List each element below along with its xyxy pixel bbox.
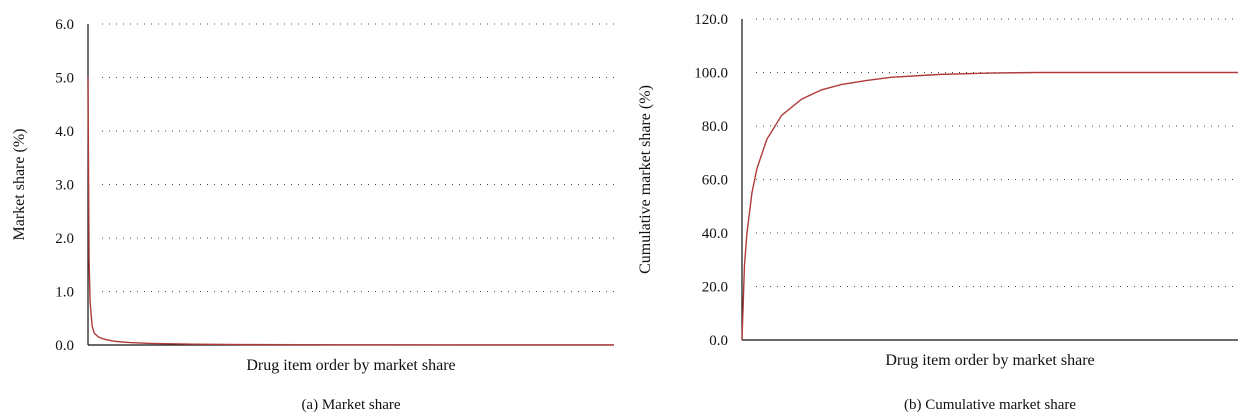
- series-line: [87, 77, 615, 346]
- y-tick-label: 20.0: [702, 280, 728, 296]
- y-axis-label: Cumulative market share (%): [637, 85, 654, 274]
- y-tick-labels: 0.0 1.0 2.0 3.0 4.0 5.0 6.0: [55, 17, 74, 354]
- chart-caption: (b) Cumulative market share: [904, 397, 1076, 413]
- y-tick-label: 2.0: [55, 231, 74, 247]
- x-axis-label: Drug item order by market share: [246, 357, 455, 374]
- y-tick-label: 6.0: [55, 17, 74, 33]
- chart-market-share: 0.0 1.0 2.0 3.0 4.0 5.0 6.0 Drug item order by…: [11, 17, 615, 413]
- y-tick-label: 4.0: [55, 124, 74, 140]
- y-tick-label: 120.0: [694, 12, 728, 28]
- y-tick-label: 3.0: [55, 178, 74, 194]
- x-axis-label: Drug item order by market share: [885, 352, 1094, 369]
- gridlines: [102, 23, 614, 292]
- chart-cumulative-market-share: 0.0 20.0 40.0 60.0 80.0 100.0 120.0 Drug item …: [637, 12, 1238, 413]
- y-tick-labels: 0.0 20.0 40.0 60.0 80.0 100.0 120.0: [694, 12, 728, 349]
- y-tick-label: 40.0: [702, 226, 728, 242]
- y-tick-label: 0.0: [709, 333, 728, 349]
- gridlines: [756, 18, 1238, 287]
- y-tick-label: 5.0: [55, 71, 74, 87]
- y-tick-label: 80.0: [702, 119, 728, 135]
- y-axis-label: Market share (%): [11, 129, 28, 241]
- chart-caption: (a) Market share: [301, 397, 400, 413]
- y-tick-label: 1.0: [55, 285, 74, 301]
- y-tick-label: 60.0: [702, 173, 728, 189]
- series-line: [741, 71, 1238, 341]
- y-tick-label: 0.0: [55, 338, 74, 354]
- y-tick-label: 100.0: [694, 66, 728, 82]
